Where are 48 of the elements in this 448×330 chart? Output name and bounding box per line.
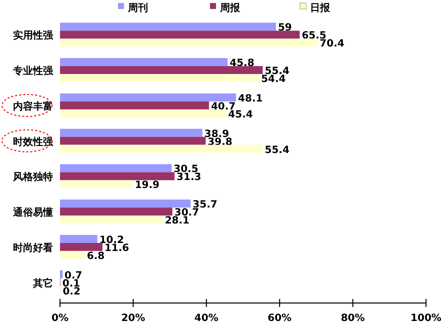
data-label: 59 xyxy=(278,22,292,34)
x-tick-label: 40% xyxy=(194,313,218,324)
y-tick-label: 风格独特 xyxy=(12,171,53,184)
bar xyxy=(60,234,98,243)
bar xyxy=(60,208,172,216)
y-tick-label: 其它 xyxy=(32,277,53,290)
x-tick-label: 80% xyxy=(340,313,365,324)
bar xyxy=(60,38,318,47)
y-tick-label: 时效性强 xyxy=(13,136,54,148)
bar xyxy=(60,128,202,137)
legend-label: 周报 xyxy=(219,2,241,14)
data-label: 55.4 xyxy=(264,144,290,156)
y-tick-label: 时尚好看 xyxy=(13,242,53,254)
bar xyxy=(60,270,63,278)
y-tick-label: 专业性强 xyxy=(12,65,54,78)
bar xyxy=(60,242,102,251)
x-tick-label: 100% xyxy=(410,313,442,324)
bar xyxy=(60,200,191,208)
y-tick-label: 实用性强 xyxy=(13,30,54,42)
bar xyxy=(60,109,226,118)
data-label: 6.8 xyxy=(86,250,105,262)
x-tick-label: 0% xyxy=(52,313,68,324)
y-tick-label: 通俗易懂 xyxy=(12,206,53,219)
data-label: 45.4 xyxy=(228,109,253,120)
bar xyxy=(60,101,209,110)
bar xyxy=(60,180,133,188)
data-label: 39.8 xyxy=(208,136,232,148)
bar xyxy=(60,172,175,180)
legend-label: 日报 xyxy=(310,2,331,14)
bar xyxy=(60,66,263,74)
data-label: 19.9 xyxy=(134,180,160,192)
x-tick-label: 20% xyxy=(121,313,146,324)
x-tick-label: 60% xyxy=(268,313,292,324)
y-tick-label: 内容丰富 xyxy=(13,100,53,112)
bar xyxy=(60,216,163,224)
data-label: 0.2 xyxy=(62,286,80,298)
legend-label: 周刊 xyxy=(127,2,148,14)
bar xyxy=(60,250,85,259)
data-label: 48.1 xyxy=(238,93,263,104)
bar xyxy=(60,164,172,172)
bar xyxy=(60,22,276,31)
data-label: 11.6 xyxy=(104,242,130,254)
bar xyxy=(60,30,300,39)
bar xyxy=(60,93,236,102)
bar xyxy=(60,136,206,145)
bar xyxy=(60,58,228,66)
bar xyxy=(60,144,263,153)
bar xyxy=(60,74,260,82)
